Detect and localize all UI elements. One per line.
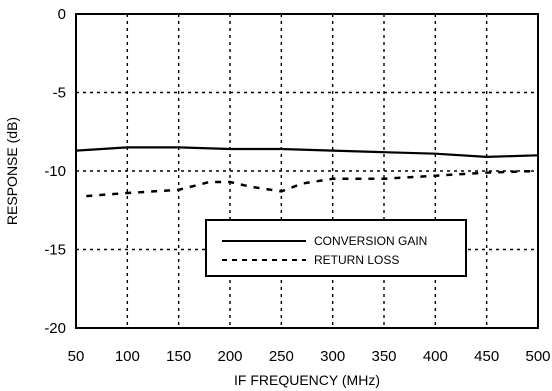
- legend-box: [205, 219, 467, 277]
- x-tick-label-350: 350: [371, 348, 396, 365]
- x-axis-title: IF FREQUENCY (MHz): [234, 372, 380, 388]
- x-tick-label-400: 400: [423, 348, 448, 365]
- x-tick-label-200: 200: [217, 348, 242, 365]
- series-line-return-loss: [86, 169, 539, 198]
- series-line-conversion-gain: [75, 146, 539, 158]
- y-tick-label--10: -10: [44, 163, 66, 180]
- grid-layer: [76, 14, 538, 328]
- y-tick-label-0: 0: [58, 6, 66, 23]
- y-tick-label--5: -5: [53, 85, 66, 102]
- y-tick-label--15: -15: [44, 242, 66, 259]
- x-tick-label-50: 50: [68, 348, 85, 365]
- plot-frame: [75, 13, 539, 329]
- legend: CONVERSION GAIN RETURN LOSS: [205, 219, 467, 277]
- y-tick-label--20: -20: [44, 320, 66, 337]
- x-tick-label-500: 500: [525, 348, 550, 365]
- legend-label-conversion-gain: CONVERSION GAIN: [314, 234, 427, 248]
- x-tick-label-250: 250: [269, 348, 294, 365]
- x-tick-label-100: 100: [115, 348, 140, 365]
- x-tick-label-300: 300: [320, 348, 345, 365]
- x-tick-label-450: 450: [474, 348, 499, 365]
- x-tick-label-150: 150: [166, 348, 191, 365]
- series-layer: [75, 146, 539, 198]
- ticks-layer: 50 100 150 200 250 300 350 400 450 500 0 -5 -10 -15 -2…: [44, 6, 550, 365]
- legend-label-return-loss: RETURN LOSS: [314, 253, 399, 267]
- y-axis-title: RESPONSE (dB): [4, 117, 20, 225]
